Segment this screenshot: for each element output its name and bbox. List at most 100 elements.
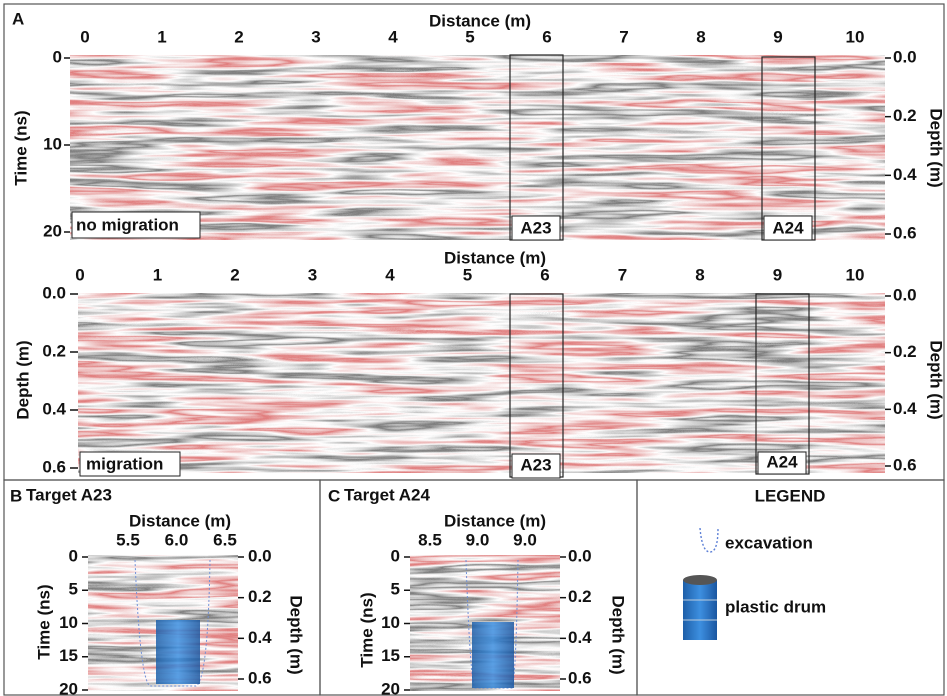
y-tick-label: 0 bbox=[53, 47, 62, 66]
x-tick-label: 9 bbox=[773, 265, 782, 284]
legend-drum-icon bbox=[683, 575, 717, 640]
y2-tick-label: 0.4 bbox=[568, 628, 592, 647]
y-tick-label: 10 bbox=[43, 134, 62, 153]
plastic-drum bbox=[472, 622, 514, 688]
y2-tick-label: 0.6 bbox=[893, 223, 917, 242]
y2-axis-title: Depth (m) bbox=[287, 595, 306, 674]
legend-frame bbox=[636, 479, 945, 696]
y-tick-label: 0 bbox=[391, 546, 400, 565]
excavation-outline bbox=[134, 559, 211, 687]
x-tick-label: 8 bbox=[696, 27, 705, 46]
plastic-drum bbox=[156, 620, 200, 684]
x-tick-label: 6.5 bbox=[213, 530, 237, 549]
y-tick-label: 15 bbox=[59, 646, 78, 665]
y2-tick-label: 0.6 bbox=[893, 455, 917, 474]
y2-axis-title: Depth (m) bbox=[927, 340, 946, 419]
target-label-box bbox=[763, 215, 813, 241]
y2-tick-label: 0.6 bbox=[568, 668, 592, 687]
annotation: migration bbox=[86, 454, 163, 473]
y-tick-label: 0 bbox=[69, 546, 78, 565]
y-axis-title: Time (ns) bbox=[11, 110, 30, 185]
x-tick-label: 0 bbox=[75, 265, 84, 284]
y-tick-label: 20 bbox=[43, 221, 62, 240]
x-tick-label: 4 bbox=[388, 27, 398, 46]
y-tick-label: 5 bbox=[391, 580, 400, 599]
y-tick-label: 10 bbox=[59, 613, 78, 632]
y2-tick-label: 0.4 bbox=[893, 165, 917, 184]
x-tick-label: 6.0 bbox=[165, 530, 189, 549]
annotation-bg bbox=[79, 451, 181, 477]
x-tick-label: 0 bbox=[80, 27, 89, 46]
x-tick-label: 8.5 bbox=[418, 530, 442, 549]
y2-tick-label: 0.0 bbox=[568, 546, 592, 565]
y-tick-label: 0.0 bbox=[42, 283, 66, 302]
x-axis-title: Distance (m) bbox=[444, 511, 546, 530]
x-tick-label: 9.0 bbox=[466, 530, 490, 549]
excavation-outline bbox=[465, 559, 519, 689]
x-tick-label: 5 bbox=[463, 265, 472, 284]
y-axis-title: Time (ns) bbox=[357, 592, 376, 667]
x-tick-label: 7 bbox=[618, 265, 627, 284]
y2-tick-label: 0.2 bbox=[893, 342, 917, 361]
x-tick-label: 2 bbox=[234, 27, 243, 46]
x-tick-label: 4 bbox=[385, 265, 395, 284]
y-tick-label: 5 bbox=[69, 580, 78, 599]
radargram bbox=[70, 55, 885, 240]
x-tick-label: 5.5 bbox=[116, 530, 140, 549]
y2-axis-title: Depth (m) bbox=[927, 108, 946, 187]
target-label: A24 bbox=[766, 452, 798, 471]
panel-title: Target A23 bbox=[26, 485, 112, 504]
radargram bbox=[78, 293, 885, 473]
x-tick-label: 10 bbox=[846, 265, 865, 284]
panel-title: Target A24 bbox=[344, 485, 431, 504]
x-tick-label: 3 bbox=[311, 27, 320, 46]
x-tick-label: 5 bbox=[465, 27, 474, 46]
y2-tick-label: 0.2 bbox=[893, 106, 917, 125]
legend-entry: excavation bbox=[725, 533, 813, 552]
panel-label: C bbox=[328, 486, 340, 505]
x-axis-title: Distance (m) bbox=[129, 511, 231, 530]
y-tick-label: 0.6 bbox=[42, 457, 66, 476]
target-label-box bbox=[511, 215, 561, 241]
x-tick-label: 6 bbox=[542, 27, 551, 46]
annotation: no migration bbox=[76, 215, 179, 234]
target-label: A23 bbox=[520, 455, 551, 474]
y2-axis-title: Depth (m) bbox=[609, 595, 628, 674]
panel-label: B bbox=[10, 486, 22, 505]
target-label: A24 bbox=[772, 218, 804, 237]
y-axis-title: Depth (m) bbox=[13, 340, 32, 419]
y2-tick-label: 0.4 bbox=[248, 628, 272, 647]
panel-label: A bbox=[12, 9, 24, 28]
x-tick-label: 1 bbox=[153, 265, 162, 284]
y-tick-label: 15 bbox=[381, 646, 400, 665]
target-label: A23 bbox=[520, 218, 551, 237]
x-tick-label: 8 bbox=[695, 265, 704, 284]
y-tick-label: 20 bbox=[59, 679, 78, 696]
y2-tick-label: 0.0 bbox=[248, 546, 272, 565]
y-tick-label: 20 bbox=[381, 679, 400, 696]
y2-tick-label: 0.2 bbox=[568, 587, 592, 606]
legend-excavation-icon bbox=[699, 527, 719, 553]
y2-tick-label: 0.4 bbox=[893, 399, 917, 418]
x-tick-label: 1 bbox=[157, 27, 166, 46]
y2-tick-label: 0.0 bbox=[893, 47, 917, 66]
target-label-box bbox=[511, 453, 561, 479]
target-label-box bbox=[757, 451, 807, 475]
y2-tick-label: 0.0 bbox=[893, 285, 917, 304]
y-tick-label: 0.2 bbox=[42, 341, 66, 360]
x-tick-label: 7 bbox=[619, 27, 628, 46]
x-tick-label: 10 bbox=[846, 27, 865, 46]
legend-entry: plastic drum bbox=[725, 597, 826, 616]
x-tick-label: 9.0 bbox=[513, 530, 537, 549]
x-tick-label: 2 bbox=[230, 265, 239, 284]
legend-title: LEGEND bbox=[755, 486, 826, 505]
y2-tick-label: 0.2 bbox=[248, 587, 272, 606]
y-tick-label: 0.4 bbox=[42, 399, 66, 418]
x-axis-title: Distance (m) bbox=[444, 248, 546, 267]
y-tick-label: 10 bbox=[381, 613, 400, 632]
y2-tick-label: 0.6 bbox=[248, 668, 272, 687]
x-tick-label: 9 bbox=[773, 27, 782, 46]
annotation-bg bbox=[71, 211, 201, 239]
y-axis-title: Time (ns) bbox=[34, 584, 53, 659]
